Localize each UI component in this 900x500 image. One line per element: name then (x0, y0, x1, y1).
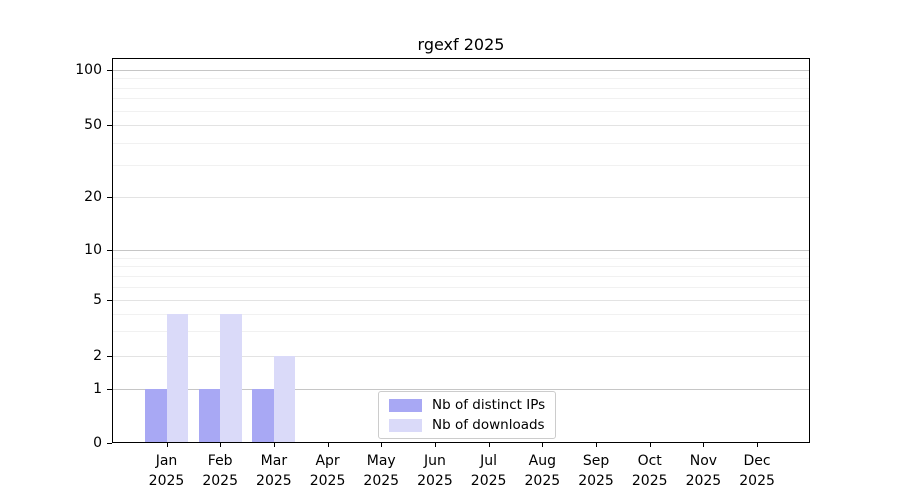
x-tick-label-jun: Jun 2025 (405, 451, 465, 491)
x-tick-mark (649, 443, 651, 447)
x-tick-month: Dec (743, 453, 771, 469)
x-tick-year: 2025 (739, 473, 775, 489)
x-tick-label-apr: Apr 2025 (298, 451, 358, 491)
x-tick-year: 2025 (470, 473, 507, 489)
y-tick-mark (107, 443, 112, 444)
bar-distinct-ips-mar (252, 389, 274, 442)
gridline-minor (113, 87, 809, 89)
x-tick-month: Mar (260, 453, 288, 469)
x-tick-label-nov: Nov 2025 (673, 451, 733, 491)
y-tick-label-1: 1 (93, 381, 102, 397)
gridline-minor (113, 165, 809, 167)
y-tick-mark (107, 250, 112, 251)
gridline-minor (113, 110, 809, 112)
x-tick-month: Feb (207, 453, 233, 469)
bar-distinct-ips-feb (198, 389, 221, 442)
y-tick-mark (107, 70, 112, 71)
y-tick-label-50: 50 (84, 117, 102, 133)
gridline-minor (113, 98, 809, 100)
x-tick-mark (542, 443, 544, 447)
legend-label-distinct-ips: Nb of distinct IPs (432, 397, 546, 413)
y-tick-label-100: 100 (75, 62, 102, 78)
legend-item-distinct-ips: Nb of distinct IPs (389, 398, 545, 412)
legend-label-downloads: Nb of downloads (432, 417, 545, 433)
legend-item-downloads: Nb of downloads (389, 418, 545, 432)
x-tick-month: Aug (528, 453, 556, 469)
gridline-minor (113, 142, 809, 144)
x-tick-mark (488, 443, 490, 447)
x-tick-year: 2025 (578, 473, 614, 489)
gridline-minor (113, 331, 809, 333)
y-tick-label-2: 2 (93, 348, 102, 364)
y-tick-mark (107, 356, 112, 357)
y-tick-label-0: 0 (93, 435, 102, 451)
x-tick-mark (434, 443, 436, 447)
gridline-minor (113, 266, 809, 268)
x-tick-year: 2025 (524, 473, 561, 489)
x-tick-month: Sep (582, 453, 610, 469)
y-tick-mark (107, 197, 112, 198)
x-tick-label-may: May 2025 (351, 451, 411, 491)
x-tick-label-dec: Dec 2025 (727, 451, 787, 491)
x-tick-month: Jul (480, 453, 498, 469)
y-tick-mark (107, 125, 112, 126)
x-tick-year: 2025 (363, 473, 400, 489)
gridline-minor (113, 275, 809, 277)
legend-swatch-downloads-icon (389, 418, 422, 432)
x-tick-mark (703, 443, 705, 447)
x-tick-month: May (366, 453, 396, 469)
x-tick-year: 2025 (256, 473, 292, 489)
gridline-major-strong (113, 389, 809, 390)
y-tick-mark (107, 389, 112, 390)
x-tick-year: 2025 (309, 473, 346, 489)
x-tick-label-oct: Oct 2025 (620, 451, 680, 491)
bar-downloads-feb (220, 313, 242, 442)
x-tick-mark (757, 443, 759, 447)
chart-title: rgexf 2025 (417, 35, 505, 54)
x-tick-month: Jun (424, 453, 446, 469)
gridline-major (113, 300, 809, 301)
gridline-major (113, 356, 809, 357)
bar-downloads-jan (166, 313, 188, 442)
legend-swatch-distinct-ips-icon (389, 398, 422, 412)
x-tick-mark (220, 443, 222, 447)
gridline-major-strong (113, 70, 809, 71)
x-tick-year: 2025 (685, 473, 722, 489)
gridline-major (113, 125, 809, 126)
y-tick-label-20: 20 (84, 189, 102, 205)
x-tick-label-feb: Feb 2025 (190, 451, 250, 491)
legend: Nb of distinct IPs Nb of downloads (378, 391, 557, 439)
x-tick-label-aug: Aug 2025 (512, 451, 572, 491)
x-tick-year: 2025 (631, 473, 668, 489)
gridline-minor (113, 78, 809, 80)
x-tick-label-mar: Mar 2025 (244, 451, 304, 491)
x-tick-label-sep: Sep 2025 (566, 451, 626, 491)
x-tick-label-jan: Jan 2025 (137, 451, 197, 491)
x-tick-mark (596, 443, 598, 447)
y-tick-mark (107, 300, 112, 301)
y-tick-label-10: 10 (84, 242, 102, 258)
gridline-major-strong (113, 250, 809, 251)
gridline-minor (113, 257, 809, 259)
gridline-minor (113, 313, 809, 315)
x-tick-mark (166, 443, 168, 447)
y-tick-label-5: 5 (93, 292, 102, 308)
gridline-major (113, 197, 809, 198)
x-tick-month: Apr (315, 453, 340, 469)
x-tick-mark (273, 443, 275, 447)
x-tick-year: 2025 (202, 473, 238, 489)
bar-downloads-mar (273, 356, 296, 442)
x-tick-month: Oct (637, 453, 662, 469)
x-tick-month: Nov (689, 453, 718, 469)
x-tick-year: 2025 (148, 473, 185, 489)
x-tick-month: Jan (155, 453, 178, 469)
x-tick-mark (327, 443, 329, 447)
gridline-minor (113, 286, 809, 288)
x-tick-mark (381, 443, 383, 447)
x-tick-year: 2025 (417, 473, 453, 489)
bar-distinct-ips-jan (145, 389, 167, 442)
x-tick-label-jul: Jul 2025 (459, 451, 519, 491)
